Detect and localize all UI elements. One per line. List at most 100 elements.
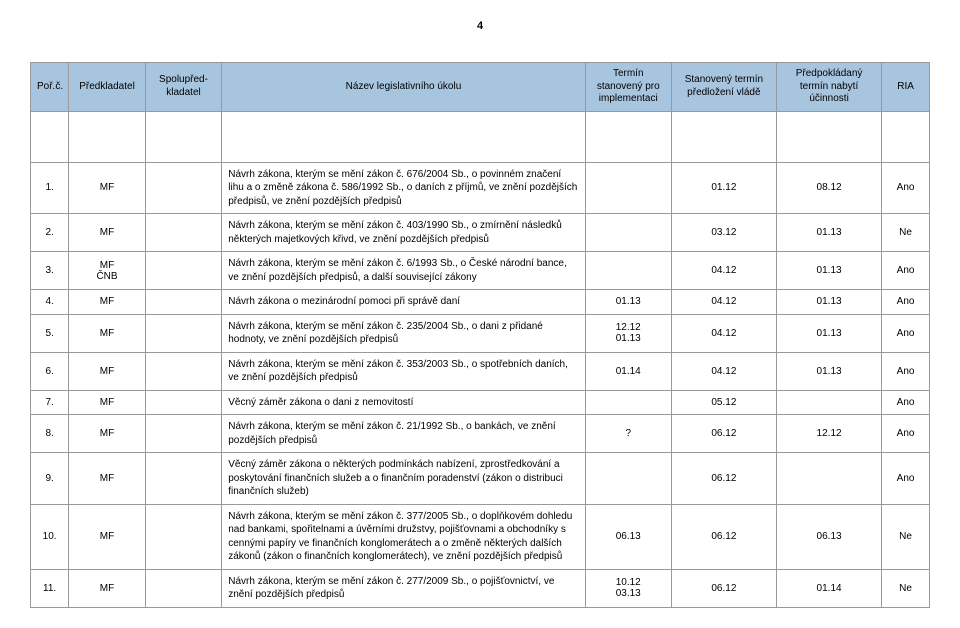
cell-impl: 06.13 [585, 504, 671, 569]
cell-task: Věcný záměr zákona o dani z nemovitostí [222, 390, 585, 415]
cell-impl: ? [585, 415, 671, 453]
cell-porc: 9. [31, 453, 69, 505]
table-row: 1.MF Návrh zákona, kterým se mění zákon č… [31, 162, 930, 214]
cell-porc: 3. [31, 252, 69, 290]
cell-ucin: 01.14 [776, 569, 881, 607]
cell-ria: Ano [882, 314, 930, 352]
cell-task: Návrh zákona, kterým se mění zákon č. 40… [222, 214, 585, 252]
cell-ucin: 01.13 [776, 214, 881, 252]
cell-task: Návrh zákona o mezinárodní pomoci při sp… [222, 290, 585, 315]
cell-ucin [776, 390, 881, 415]
cell-ria: Ano [882, 453, 930, 505]
cell-ria: Ano [882, 352, 930, 390]
cell-porc: 1. [31, 162, 69, 214]
cell-ucin: 08.12 [776, 162, 881, 214]
cell-vlade: 04.12 [671, 352, 776, 390]
table-row: 8.MFNávrh zákona, kterým se mění zákon č… [31, 415, 930, 453]
cell-spolupred [145, 214, 222, 252]
cell-spolupred [145, 415, 222, 453]
cell-vlade: 04.12 [671, 252, 776, 290]
cell-ucin: 01.13 [776, 352, 881, 390]
cell-predkladatel: MF [69, 214, 146, 252]
cell-predkladatel: MF [69, 290, 146, 315]
page-number: 4 [30, 20, 930, 32]
cell-spolupred [145, 569, 222, 607]
cell-impl [585, 453, 671, 505]
cell-task: Návrh zákona, kterým se mění zákon č. 37… [222, 504, 585, 569]
col-predkladatel: Předkladatel [69, 63, 146, 112]
cell-task: Návrh zákona, kterým se mění zákon č. 23… [222, 314, 585, 352]
spacer-row [31, 111, 930, 162]
cell-task: Věcný záměr zákona o některých podmínkác… [222, 453, 585, 505]
cell-porc: 10. [31, 504, 69, 569]
cell-porc: 2. [31, 214, 69, 252]
cell-ucin: 01.13 [776, 314, 881, 352]
cell-ria: Ano [882, 415, 930, 453]
cell-porc: 5. [31, 314, 69, 352]
cell-porc: 4. [31, 290, 69, 315]
cell-vlade: 06.12 [671, 415, 776, 453]
cell-spolupred [145, 162, 222, 214]
cell-spolupred [145, 504, 222, 569]
cell-porc: 6. [31, 352, 69, 390]
cell-predkladatel: MF [69, 569, 146, 607]
cell-task: Návrh zákona, kterým se mění zákon č. 27… [222, 569, 585, 607]
cell-impl: 01.14 [585, 352, 671, 390]
cell-task: Návrh zákona, kterým se mění zákon č. 67… [222, 162, 585, 214]
cell-ucin: 12.12 [776, 415, 881, 453]
cell-vlade: 05.12 [671, 390, 776, 415]
cell-vlade: 01.12 [671, 162, 776, 214]
cell-predkladatel: MF [69, 415, 146, 453]
col-termin-ucinnosti: Předpokládaný termín nabytí účinnosti [776, 63, 881, 112]
cell-spolupred [145, 290, 222, 315]
cell-ucin: 01.13 [776, 252, 881, 290]
col-termin-vlade: Stanovený termín předložení vládě [671, 63, 776, 112]
cell-predkladatel: MF [69, 314, 146, 352]
cell-porc: 11. [31, 569, 69, 607]
cell-ria: Ano [882, 290, 930, 315]
cell-ria: Ano [882, 252, 930, 290]
cell-ucin: 01.13 [776, 290, 881, 315]
legislative-table: Poř.č. Předkladatel Spolupřed-kladatel N… [30, 62, 930, 608]
cell-vlade: 06.12 [671, 504, 776, 569]
cell-spolupred [145, 252, 222, 290]
cell-ria: Ne [882, 569, 930, 607]
table-row: 6.MFNávrh zákona, kterým se mění zákon č… [31, 352, 930, 390]
cell-ria: Ne [882, 504, 930, 569]
cell-impl [585, 390, 671, 415]
cell-predkladatel: MF [69, 453, 146, 505]
col-termin-impl: Termín stanovený pro implementaci [585, 63, 671, 112]
table-row: 11.MF Návrh zákona, kterým se mění zákon … [31, 569, 930, 607]
cell-impl [585, 162, 671, 214]
table-row: 7.MF Věcný záměr zákona o dani z nemovito… [31, 390, 930, 415]
cell-ria: Ano [882, 390, 930, 415]
cell-impl: 01.13 [585, 290, 671, 315]
cell-impl: 10.12 03.13 [585, 569, 671, 607]
cell-predkladatel: MF [69, 162, 146, 214]
cell-vlade: 04.12 [671, 290, 776, 315]
col-porc: Poř.č. [31, 63, 69, 112]
cell-porc: 8. [31, 415, 69, 453]
cell-ucin: 06.13 [776, 504, 881, 569]
table-row: 4.MF Návrh zákona o mezinárodní pomoci př… [31, 290, 930, 315]
cell-porc: 7. [31, 390, 69, 415]
cell-ria: Ano [882, 162, 930, 214]
cell-impl: 12.12 01.13 [585, 314, 671, 352]
cell-impl [585, 252, 671, 290]
cell-spolupred [145, 352, 222, 390]
cell-impl [585, 214, 671, 252]
table-row: 3.MF ČNBNávrh zákona, kterým se mění zák… [31, 252, 930, 290]
cell-vlade: 06.12 [671, 453, 776, 505]
cell-vlade: 06.12 [671, 569, 776, 607]
cell-spolupred [145, 453, 222, 505]
cell-predkladatel: MF [69, 504, 146, 569]
cell-predkladatel: MF [69, 390, 146, 415]
table-row: 2.MF Návrh zákona, kterým se mění zákon č… [31, 214, 930, 252]
cell-ucin [776, 453, 881, 505]
col-spolupred: Spolupřed-kladatel [145, 63, 222, 112]
cell-vlade: 03.12 [671, 214, 776, 252]
cell-ria: Ne [882, 214, 930, 252]
table-row: 9.MF Věcný záměr zákona o některých podmí… [31, 453, 930, 505]
cell-predkladatel: MF ČNB [69, 252, 146, 290]
table-header-row: Poř.č. Předkladatel Spolupřed-kladatel N… [31, 63, 930, 112]
